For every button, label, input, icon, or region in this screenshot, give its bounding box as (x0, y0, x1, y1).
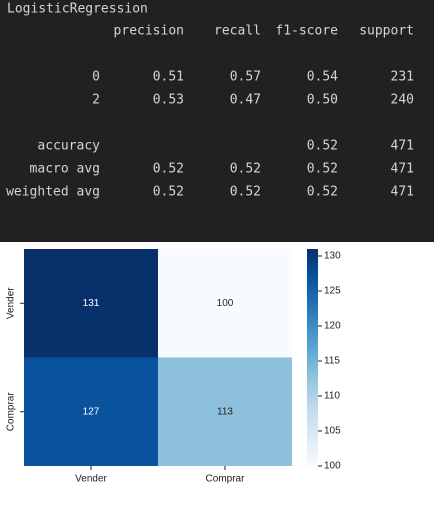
colorbar-tick-label: 115 (324, 356, 340, 367)
cell: 0.47 (230, 93, 261, 108)
heatmap-cell (24, 249, 158, 358)
y-tick-label: Vender (6, 287, 17, 319)
row-label: 2 (92, 93, 100, 108)
cell: 0.52 (153, 185, 184, 200)
cell: 0.52 (153, 162, 184, 177)
heatmap-cell (24, 357, 158, 466)
cell: 0.52 (230, 185, 261, 200)
column-header: support (359, 24, 414, 39)
colorbar-tick-label: 120 (324, 321, 341, 332)
row-label: 0 (92, 70, 100, 85)
output-panel (0, 0, 434, 242)
cell: 0.57 (230, 70, 261, 85)
cell-label: 131 (83, 298, 100, 309)
column-header: precision (114, 24, 184, 39)
cell-label: 127 (83, 406, 100, 417)
y-tick-label: Comprar (6, 392, 17, 432)
heatmap-cell (158, 249, 292, 358)
cell: 0.52 (307, 162, 338, 177)
column-header: recall (214, 24, 261, 39)
colorbar (307, 249, 318, 466)
cell: 0.51 (153, 70, 184, 85)
heatmap-cell (158, 357, 292, 466)
cell: 0.52 (307, 185, 338, 200)
cell-label: 100 (217, 298, 234, 309)
cell: 0.52 (307, 139, 338, 154)
cell: 240 (391, 93, 414, 108)
cell: 0.53 (153, 93, 184, 108)
colorbar-tick-label: 105 (324, 426, 341, 437)
cell: 471 (391, 162, 414, 177)
cell: 231 (391, 70, 414, 85)
x-tick-label: Vender (75, 474, 107, 485)
row-label: weighted avg (6, 185, 100, 200)
cell: 471 (391, 139, 414, 154)
column-header: f1-score (275, 24, 338, 39)
report-title: LogisticRegression (7, 2, 148, 17)
colorbar-tick-label: 110 (324, 391, 340, 402)
cell-label: 113 (217, 406, 233, 417)
colorbar-tick-label: 130 (324, 251, 341, 262)
row-label: macro avg (30, 162, 100, 177)
colorbar-tick-label: 100 (324, 461, 341, 472)
cell: 0.54 (307, 70, 338, 85)
x-tick-label: Comprar (206, 474, 246, 485)
colorbar-tick-label: 125 (324, 286, 341, 297)
cell: 0.52 (230, 162, 261, 177)
row-label: accuracy (37, 139, 100, 154)
cell: 0.50 (307, 93, 338, 108)
cell: 471 (391, 185, 414, 200)
